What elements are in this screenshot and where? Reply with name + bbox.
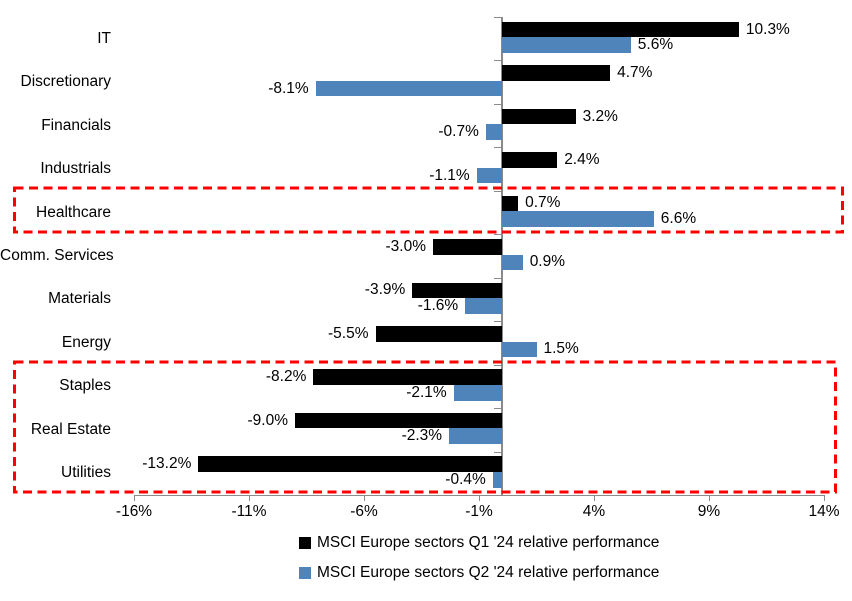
- data-label-comm-services-0: -3.0%: [385, 237, 427, 255]
- data-label-utilities-1: -0.4%: [445, 470, 486, 488]
- data-label-real-estate-1: -2.3%: [401, 427, 443, 445]
- x-tick-label-2: -6%: [350, 503, 378, 520]
- bar-q2-it: [502, 37, 631, 53]
- bar-q1-real-estate: [295, 412, 502, 429]
- legend-label-q1: MSCI Europe sectors Q1 '24 relative perf…: [317, 534, 660, 551]
- y-axis-line: [500, 17, 503, 495]
- bar-q2-real-estate: [449, 428, 502, 445]
- data-label-comm-services-1: 0.9%: [529, 253, 566, 271]
- y-axis-tick: [493, 321, 501, 323]
- x-axis-tick: [594, 495, 595, 501]
- y-axis-tick: [493, 408, 501, 410]
- legend-item-q2: MSCI Europe sectors Q2 '24 relative perf…: [299, 564, 659, 582]
- x-tick-label-1: -11%: [231, 503, 267, 520]
- x-axis-tick: [134, 495, 135, 501]
- category-label-materials: Materials: [48, 290, 111, 308]
- data-label-it-0: 10.3%: [745, 20, 790, 38]
- category-label-healthcare: Healthcare: [36, 203, 111, 221]
- y-axis-tick: [493, 190, 501, 192]
- x-axis-tick: [709, 495, 710, 501]
- data-label-energy-1: 1.5%: [543, 340, 579, 358]
- category-label-utilities: Utilities: [61, 464, 111, 482]
- x-axis-tick: [479, 495, 480, 501]
- data-label-healthcare-0: 0.7%: [525, 194, 561, 212]
- bar-q2-financials: [485, 124, 502, 140]
- x-tick-label-6: 14%: [808, 503, 840, 520]
- data-label-discretionary-0: 4.7%: [617, 64, 653, 82]
- x-tick-label-5: 9%: [697, 503, 721, 520]
- bar-q1-healthcare: [502, 195, 519, 212]
- legend-swatch-q2-icon: [299, 567, 311, 579]
- bar-q2-materials: [465, 298, 502, 314]
- data-label-industrials-1: -1.1%: [429, 166, 470, 184]
- x-tick-label-3: -1%: [465, 503, 493, 520]
- legend-swatch-q1-icon: [299, 537, 311, 549]
- x-axis-tick: [249, 495, 250, 501]
- x-tick-label-0: -16%: [115, 503, 153, 520]
- y-axis-tick: [493, 277, 501, 279]
- y-axis-tick: [493, 364, 501, 366]
- category-label-financials: Financials: [41, 116, 111, 134]
- bar-q1-staples: [313, 369, 502, 386]
- y-axis-tick: [493, 60, 501, 62]
- category-label-real-estate: Real Estate: [30, 420, 111, 438]
- x-tick-label-4: 4%: [582, 503, 606, 520]
- category-label-industrials: Industrials: [40, 160, 111, 178]
- data-label-industrials-0: 2.4%: [564, 150, 600, 168]
- legend: MSCI Europe sectors Q1 '24 relative perf…: [299, 534, 659, 594]
- y-axis-tick: [493, 495, 501, 496]
- data-label-materials-1: -1.6%: [417, 296, 459, 314]
- data-label-utilities-0: -13.2%: [142, 455, 192, 473]
- y-axis-tick: [493, 147, 501, 149]
- bar-q1-financials: [502, 108, 576, 125]
- data-label-it-1: 5.6%: [637, 36, 674, 54]
- data-label-real-estate-0: -9.0%: [247, 411, 289, 429]
- bar-q1-comm-services: [433, 239, 502, 255]
- data-label-energy-0: -5.5%: [328, 324, 369, 342]
- bar-q1-discretionary: [502, 65, 611, 81]
- bar-q1-it: [502, 21, 739, 38]
- bar-q1-industrials: [502, 152, 558, 168]
- legend-label-q2: MSCI Europe sectors Q2 '24 relative perf…: [317, 564, 660, 581]
- bar-q1-utilities: [198, 456, 502, 472]
- x-axis-tick: [824, 495, 825, 501]
- bar-q2-discretionary: [315, 80, 502, 97]
- bar-q2-energy: [502, 341, 537, 358]
- bar-q1-materials: [412, 282, 502, 299]
- data-label-staples-0: -8.2%: [265, 368, 307, 386]
- category-label-staples: Staples: [59, 377, 111, 395]
- y-axis-tick: [493, 234, 501, 236]
- data-label-financials-0: 3.2%: [582, 107, 618, 125]
- bar-q2-staples: [453, 385, 502, 401]
- data-label-staples-1: -2.1%: [406, 383, 447, 401]
- data-label-financials-1: -0.7%: [438, 123, 479, 141]
- category-label-energy: Energy: [61, 333, 111, 351]
- category-label-it: IT: [97, 29, 111, 47]
- y-axis-tick: [493, 103, 501, 105]
- data-label-discretionary-1: -8.1%: [268, 79, 309, 97]
- data-label-materials-0: -3.9%: [364, 281, 406, 299]
- x-axis-tick: [364, 495, 365, 501]
- legend-item-q1: MSCI Europe sectors Q1 '24 relative perf…: [299, 534, 659, 552]
- bar-q2-industrials: [476, 167, 502, 184]
- y-axis-tick: [493, 17, 501, 18]
- y-axis-tick: [493, 451, 501, 453]
- bar-q1-energy: [375, 325, 502, 342]
- category-label-discretionary: Discretionary: [20, 73, 111, 91]
- category-label-comm-services: Comm. Services: [0, 247, 114, 264]
- bar-q2-comm-services: [502, 254, 523, 271]
- bar-q2-utilities: [492, 471, 502, 488]
- data-label-healthcare-1: 6.6%: [660, 210, 697, 228]
- bar-q2-healthcare: [502, 211, 654, 227]
